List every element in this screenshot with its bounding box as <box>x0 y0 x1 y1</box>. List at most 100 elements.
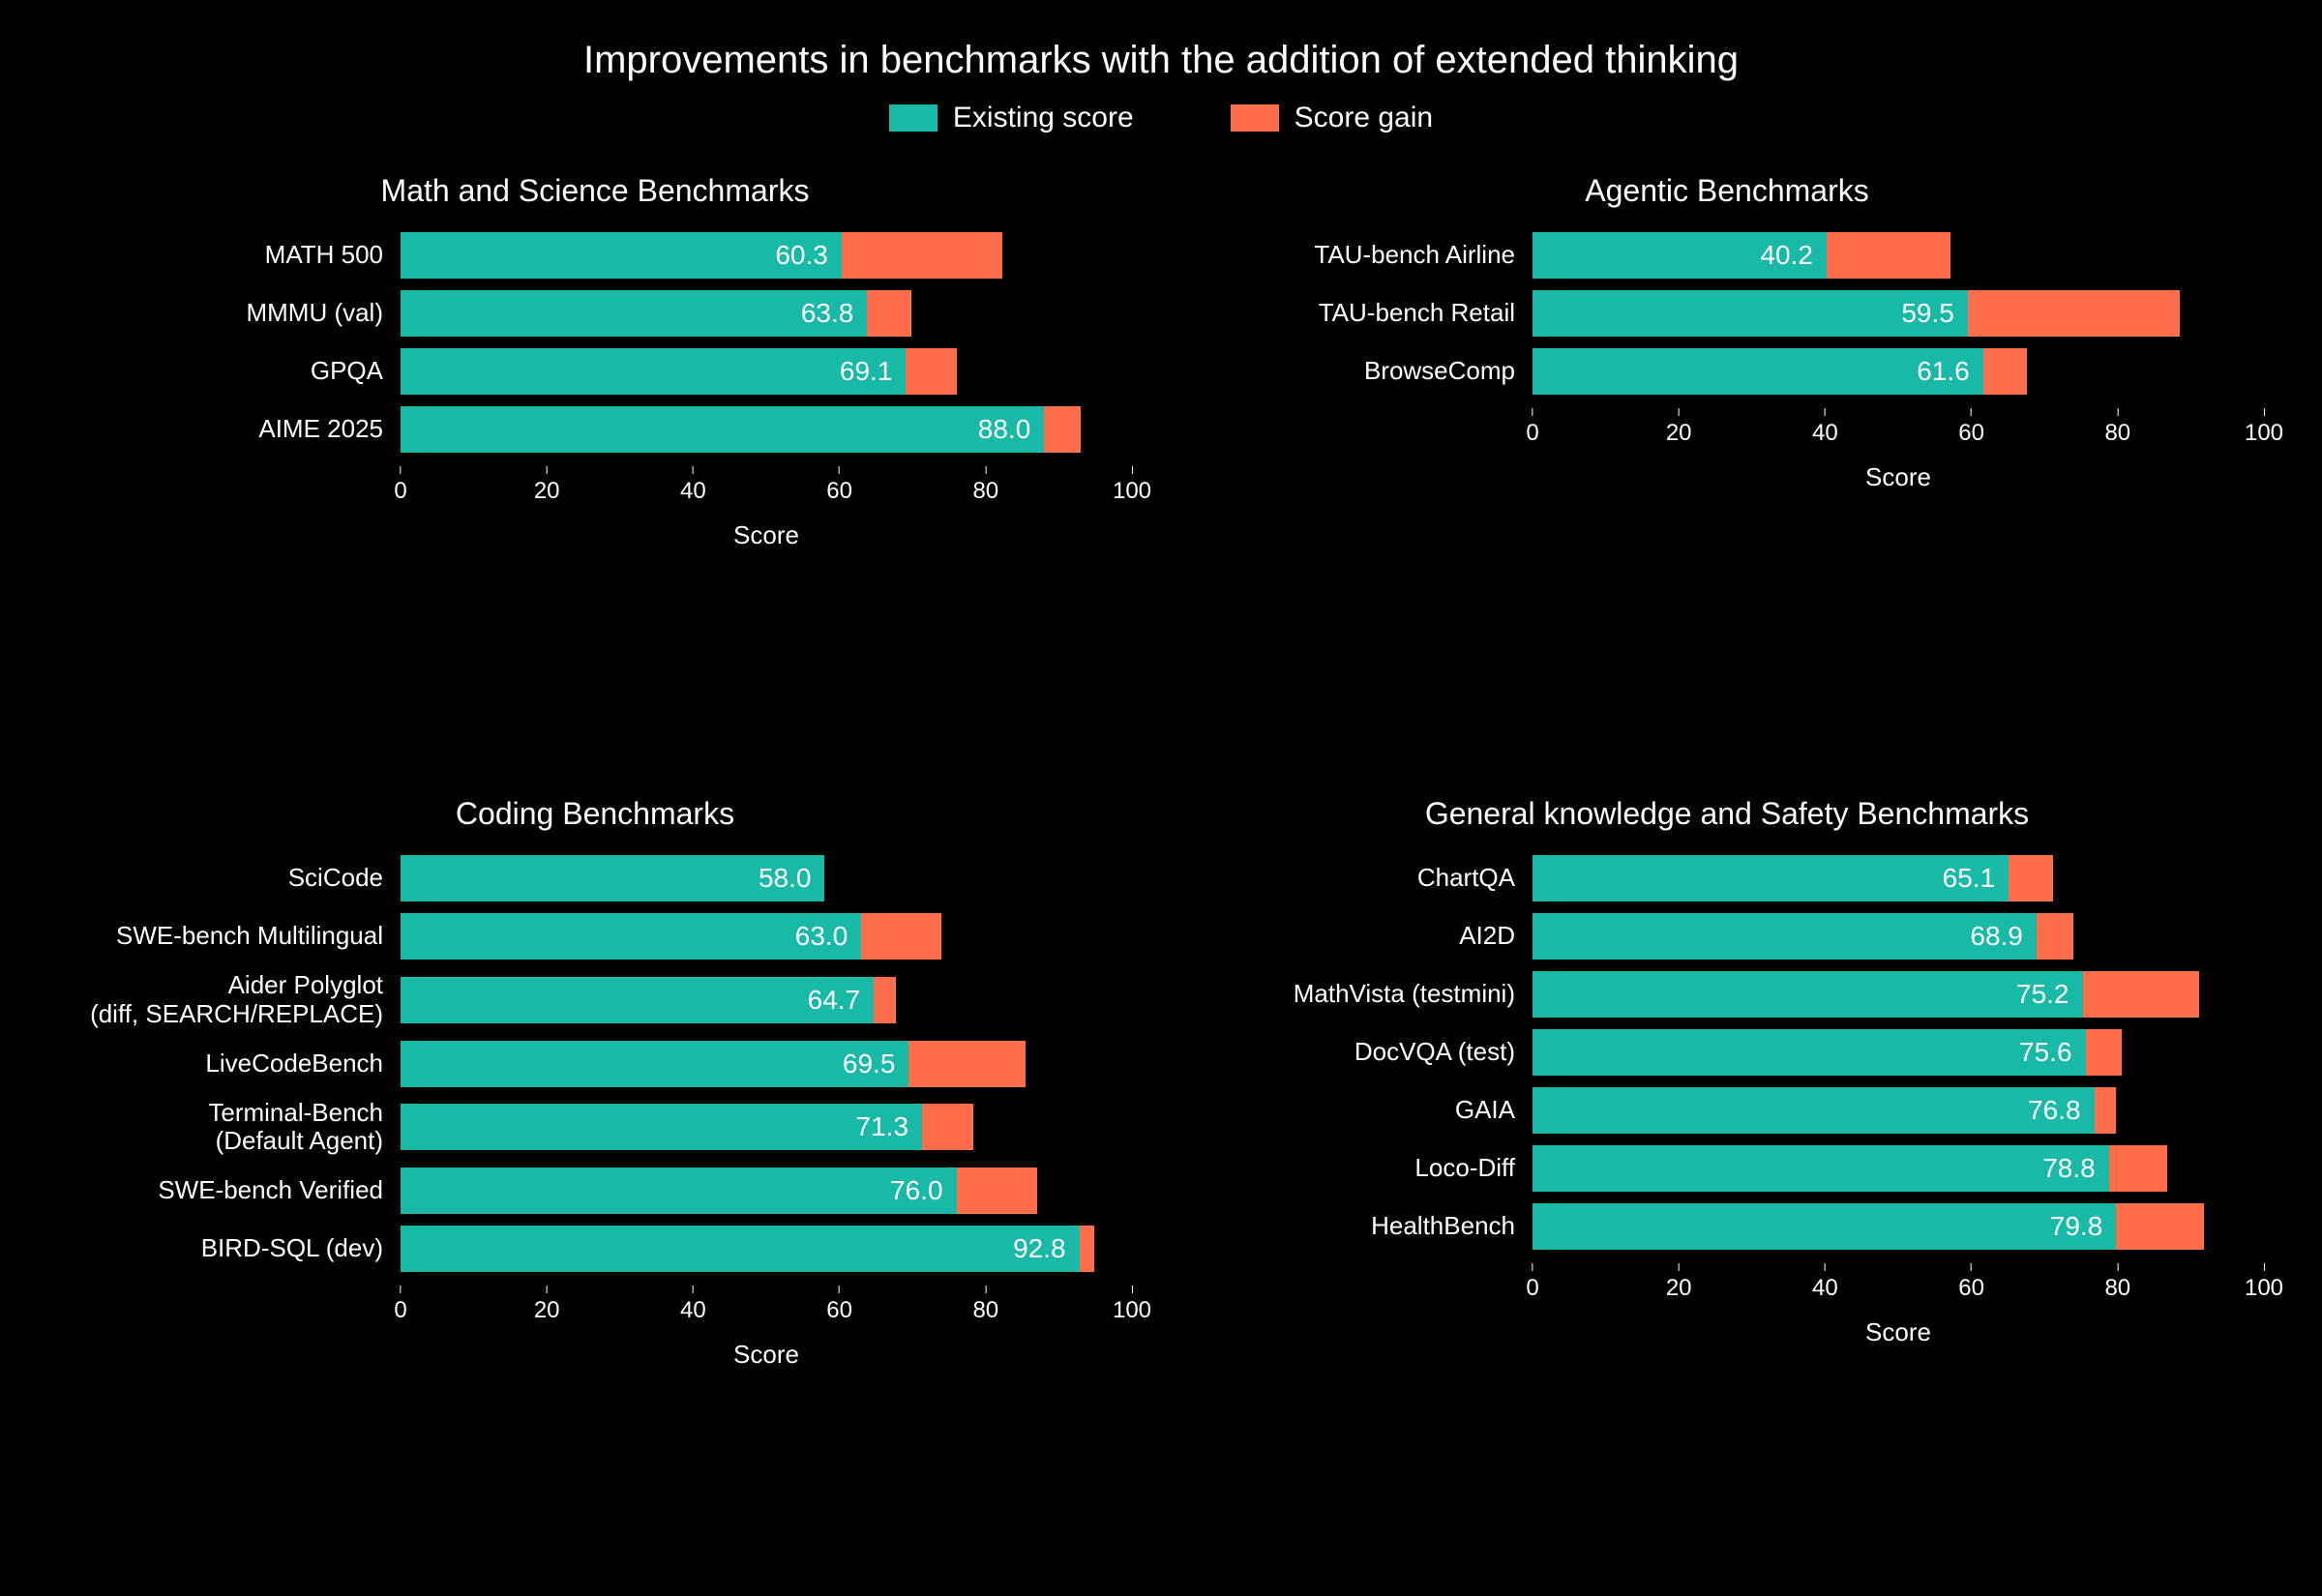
bar-track: 92.8 <box>401 1226 1132 1272</box>
bar-gain <box>2109 1145 2167 1192</box>
axis-tick: 40 <box>1812 1263 1838 1302</box>
bar-track: 76.8 <box>1533 1087 2264 1134</box>
legend-item-existing: Existing score <box>889 102 1134 134</box>
bar-gain <box>2086 1029 2123 1076</box>
bar-existing: 63.8 <box>401 290 867 337</box>
bar-track: 75.2 <box>1533 971 2264 1018</box>
bar-track: 64.7 <box>401 977 1132 1023</box>
x-axis-label: Score <box>1533 1317 2264 1347</box>
x-axis-label: Score <box>1533 462 2264 492</box>
bar-existing: 60.3 <box>401 232 842 279</box>
bar-row: LiveCodeBench69.5 <box>58 1041 1132 1087</box>
bar-existing: 75.2 <box>1533 971 2083 1018</box>
axis-tick: 40 <box>680 1286 706 1324</box>
row-label: MMMU (val) <box>58 299 387 328</box>
bar-gain <box>1827 232 1951 279</box>
bar-row: Terminal-Bench (Default Agent)71.3 <box>58 1099 1132 1157</box>
row-label: AI2D <box>1190 922 1519 951</box>
bar-row: BIRD-SQL (dev)92.8 <box>58 1226 1132 1272</box>
bar-row: HealthBench 79.8 <box>1190 1203 2264 1250</box>
bar-track: 71.3 <box>401 1104 1132 1150</box>
row-label: AIME 2025 <box>58 415 387 444</box>
bar-gain <box>2116 1203 2204 1250</box>
panel-title: Agentic Benchmarks <box>1190 173 2264 209</box>
row-label: MATH 500 <box>58 241 387 270</box>
row-label: LiveCodeBench <box>58 1049 387 1079</box>
panel-3: General knowledge and Safety BenchmarksC… <box>1190 796 2264 1557</box>
bar-row: ChartQA 65.1 <box>1190 855 2264 901</box>
row-label: GPQA <box>58 357 387 386</box>
row-label: GAIA <box>1190 1096 1519 1125</box>
row-label: Aider Polyglot (diff, SEARCH/REPLACE) <box>58 971 387 1029</box>
axis-tick: 80 <box>2104 1263 2130 1302</box>
axis-tick: 20 <box>1666 1263 1692 1302</box>
bar-existing: 69.1 <box>401 348 906 395</box>
axis-tick: 100 <box>2245 1263 2283 1302</box>
bar-track: 65.1 <box>1533 855 2264 901</box>
bar-track: 58.0 <box>401 855 1132 901</box>
bar-row: MATH 500 60.3 <box>58 232 1132 279</box>
bar-row: MathVista (testmini) 75.2 <box>1190 971 2264 1018</box>
x-axis: 020406080100 <box>1190 1263 2264 1312</box>
bar-track: 59.5 <box>1533 290 2264 337</box>
x-axis-label: Score <box>401 1340 1132 1370</box>
panels-grid: Math and Science BenchmarksMATH 50060.3M… <box>58 173 2264 1557</box>
bar-existing: 92.8 <box>401 1226 1080 1272</box>
legend-label-existing: Existing score <box>953 102 1134 134</box>
bar-gain <box>2095 1087 2117 1134</box>
bar-existing: 63.0 <box>401 913 861 960</box>
bar-existing: 79.8 <box>1533 1203 2116 1250</box>
bar-row: AI2D68.9 <box>1190 913 2264 960</box>
x-axis: 020406080100 <box>58 466 1132 515</box>
bar-gain <box>1983 348 2027 395</box>
row-label: ChartQA <box>1190 864 1519 893</box>
row-label: BrowseComp <box>1190 357 1519 386</box>
bar-existing: 64.7 <box>401 977 874 1023</box>
row-label: DocVQA (test) <box>1190 1038 1519 1067</box>
bar-gain <box>908 1041 1026 1087</box>
axis-tick: 100 <box>2245 408 2283 447</box>
bar-existing: 71.3 <box>401 1104 922 1150</box>
bar-gain <box>1044 406 1081 453</box>
bar-row: TAU-bench Retail59.5 <box>1190 290 2264 337</box>
bar-existing: 40.2 <box>1533 232 1827 279</box>
bar-existing: 78.8 <box>1533 1145 2109 1192</box>
legend: Existing score Score gain <box>58 102 2264 134</box>
bar-gain <box>1968 290 2180 337</box>
bar-row: Aider Polyglot (diff, SEARCH/REPLACE) 64.… <box>58 971 1132 1029</box>
row-label: MathVista (testmini) <box>1190 980 1519 1009</box>
axis-tick: 60 <box>1958 1263 1984 1302</box>
bar-gain <box>867 290 910 337</box>
bar-existing: 58.0 <box>401 855 824 901</box>
axis-tick: 60 <box>826 1286 852 1324</box>
row-label: Loco-Diff <box>1190 1154 1519 1183</box>
bar-gain <box>957 1167 1037 1214</box>
bar-gain <box>861 913 941 960</box>
bar-existing: 61.6 <box>1533 348 1983 395</box>
axis-tick: 20 <box>1666 408 1692 447</box>
bar-gain <box>2009 855 2052 901</box>
axis-tick: 80 <box>972 1286 998 1324</box>
bar-track: 78.8 <box>1533 1145 2264 1192</box>
bar-track: 40.2 <box>1533 232 2264 279</box>
axis-tick: 100 <box>1113 466 1151 505</box>
bar-gain <box>874 977 896 1023</box>
panel-rows: SciCode58.0SWE-bench Multilingual63.0Aid… <box>58 855 1132 1273</box>
axis-tick: 80 <box>2104 408 2130 447</box>
legend-swatch-gain <box>1231 104 1279 132</box>
row-label: HealthBench <box>1190 1212 1519 1241</box>
bar-existing: 88.0 <box>401 406 1044 453</box>
bar-track: 88.0 <box>401 406 1132 453</box>
axis-line: 020406080100 <box>1533 408 2264 457</box>
bar-row: AIME 2025 88.0 <box>58 406 1132 453</box>
bar-row: TAU-bench Airline40.2 <box>1190 232 2264 279</box>
bar-row: DocVQA (test) 75.6 <box>1190 1029 2264 1076</box>
bar-existing: 75.6 <box>1533 1029 2086 1076</box>
bar-track: 61.6 <box>1533 348 2264 395</box>
axis-tick: 20 <box>534 466 560 505</box>
panel-title: Coding Benchmarks <box>58 796 1132 832</box>
axis-tick: 40 <box>680 466 706 505</box>
bar-row: SWE-bench Multilingual63.0 <box>58 913 1132 960</box>
bar-track: 76.0 <box>401 1167 1132 1214</box>
bar-row: GPQA 69.1 <box>58 348 1132 395</box>
